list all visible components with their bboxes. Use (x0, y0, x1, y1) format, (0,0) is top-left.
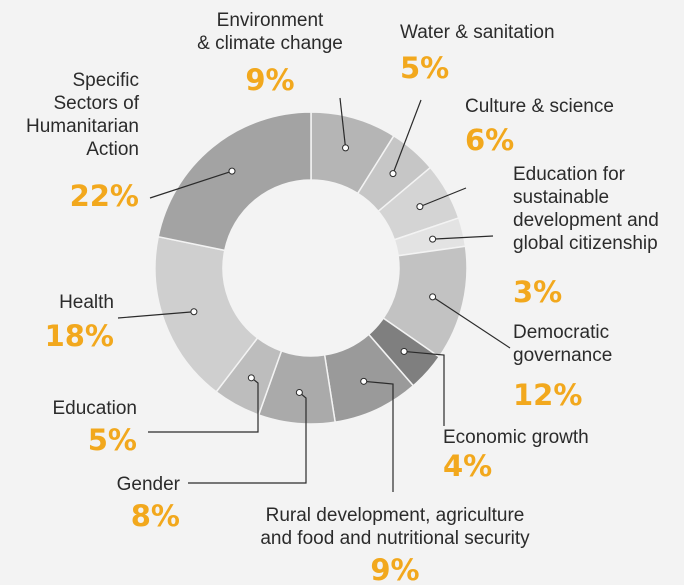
leader-dot-9 (190, 308, 198, 316)
slice-10 (157, 111, 312, 252)
leader-dot-3 (429, 235, 437, 243)
leader-line-7 (188, 391, 307, 484)
leader-dot-1 (389, 170, 397, 178)
slice-value-label-1: 5% (400, 51, 449, 85)
slice-value-label-3: 3% (513, 275, 562, 309)
slice-label-10: Specific Sectors of Humanitarian Action (26, 70, 140, 160)
slice-label-6: Rural development, agriculture and food a… (260, 505, 530, 549)
slice-label-7: Gender (117, 474, 181, 495)
slice-label-1: Water & sanitation (400, 22, 555, 43)
slice-value-label-2: 6% (465, 123, 514, 157)
leader-line-5 (404, 350, 445, 426)
leader-dot-8 (247, 374, 255, 382)
leader-dot-7 (295, 388, 303, 396)
slice-value-label-4: 12% (513, 378, 582, 412)
slice-value-label-10: 22% (70, 179, 139, 213)
leader-dot-0 (342, 144, 350, 152)
slice-value-label-8: 5% (88, 423, 137, 457)
slice-value-label-0: 9% (245, 63, 294, 97)
leader-line-3 (432, 235, 494, 240)
slice-label-4: Democratic governance (513, 322, 612, 366)
leader-line-8 (148, 377, 259, 433)
slice-value-label-7: 8% (131, 499, 180, 533)
leader-dot-6 (360, 377, 368, 385)
slice-label-9: Health (59, 292, 114, 313)
slice-value-label-5: 4% (443, 449, 492, 483)
slice-value-label-9: 18% (45, 319, 114, 353)
slice-label-2: Culture & science (465, 96, 614, 117)
slice-value-label-6: 9% (370, 553, 419, 585)
leader-dot-2 (416, 203, 424, 211)
leader-dot-4 (429, 293, 437, 301)
leader-line-4 (432, 296, 511, 349)
slice-label-5: Economic growth (443, 427, 589, 448)
leader-line-6 (363, 380, 394, 492)
leader-dot-10 (228, 167, 236, 175)
leader-line-0 (339, 97, 347, 148)
slice-label-8: Education (52, 398, 137, 419)
slice-label-0: Environment & climate change (197, 10, 343, 54)
leader-line-10 (149, 170, 233, 199)
leader-dot-5 (400, 347, 408, 355)
leader-line-9 (117, 311, 194, 319)
leader-line-2 (419, 187, 467, 208)
leader-line-1 (392, 99, 422, 174)
slice-label-3: Education for sustainable development and g… (513, 164, 659, 254)
